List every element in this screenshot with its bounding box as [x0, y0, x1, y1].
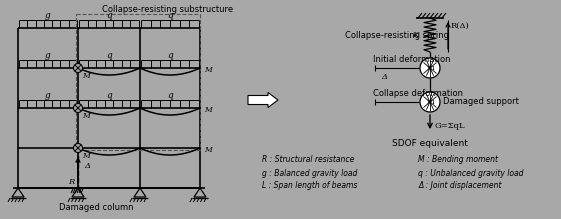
Text: SDOF equivalent: SDOF equivalent: [392, 140, 468, 148]
Circle shape: [73, 64, 82, 72]
Text: M: M: [204, 66, 211, 74]
Text: q: q: [106, 51, 112, 60]
Text: q: q: [167, 12, 173, 21]
Text: M : Bending moment: M : Bending moment: [418, 155, 498, 164]
Text: G=ΣqL: G=ΣqL: [435, 122, 466, 130]
Text: q: q: [106, 12, 112, 21]
Text: g: g: [45, 12, 51, 21]
Text: Damaged column: Damaged column: [59, 203, 134, 212]
Text: R : Structural resistance: R : Structural resistance: [262, 155, 355, 164]
Text: M: M: [82, 112, 90, 120]
Text: M: M: [204, 146, 211, 154]
Text: Δ: Δ: [381, 73, 387, 81]
FancyArrow shape: [248, 92, 278, 108]
Text: q: q: [167, 51, 173, 60]
Text: Δ: Δ: [84, 162, 90, 170]
Circle shape: [420, 58, 440, 78]
Text: Collapse-resisting substructure: Collapse-resisting substructure: [103, 5, 233, 14]
Text: M: M: [82, 72, 90, 80]
Text: R: R: [68, 178, 74, 186]
Text: Δ : Joint displacement: Δ : Joint displacement: [418, 182, 502, 191]
Text: q : Unbalanced gravity load: q : Unbalanced gravity load: [418, 168, 523, 178]
Text: M: M: [82, 152, 90, 160]
Circle shape: [73, 104, 82, 113]
Text: g: g: [45, 92, 51, 101]
Text: Initial deformation: Initial deformation: [373, 55, 450, 64]
Text: Collapse deformation: Collapse deformation: [373, 88, 463, 97]
Text: q: q: [106, 92, 112, 101]
Text: m: m: [426, 64, 434, 72]
Text: Damaged support: Damaged support: [443, 97, 519, 106]
Text: R(Δ): R(Δ): [451, 22, 470, 30]
Circle shape: [420, 92, 440, 112]
Text: g: g: [45, 51, 51, 60]
Text: M: M: [204, 106, 211, 114]
Circle shape: [73, 143, 82, 152]
Text: Collapse-resisting spring: Collapse-resisting spring: [345, 30, 449, 39]
Text: q: q: [167, 92, 173, 101]
Text: K: K: [412, 31, 418, 39]
Bar: [76, 14, 200, 150]
Text: m: m: [426, 98, 434, 106]
Text: L : Span length of beams: L : Span length of beams: [262, 182, 357, 191]
Text: g : Balanced gravity load: g : Balanced gravity load: [262, 168, 357, 178]
